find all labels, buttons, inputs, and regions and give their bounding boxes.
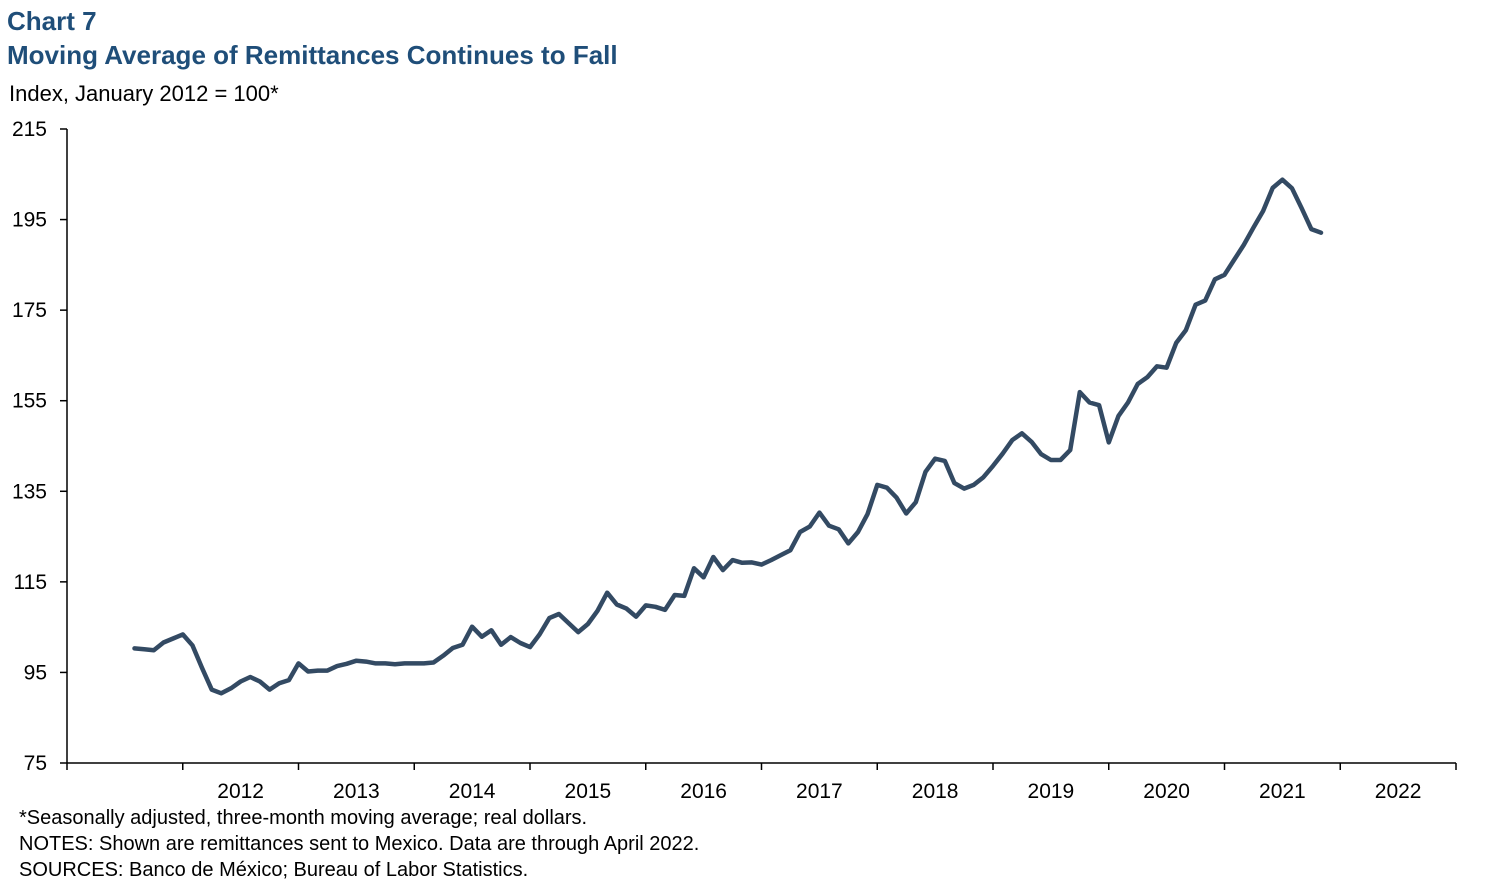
y-tick-label: 215 <box>12 118 47 141</box>
y-tick-label: 195 <box>12 209 47 232</box>
y-axis-unit-label: Index, January 2012 = 100* <box>9 81 279 106</box>
footnote-notes: NOTES: Shown are remittances sent to Mex… <box>19 833 700 855</box>
chart-number: Chart 7 <box>7 6 97 36</box>
y-tick-label: 95 <box>24 661 47 684</box>
footnote-asterisk: *Seasonally adjusted, three-month moving… <box>19 807 588 829</box>
x-tick-label: 2017 <box>796 780 843 803</box>
y-tick-label: 135 <box>12 480 47 503</box>
series-line <box>132 177 1324 696</box>
x-tick-label: 2016 <box>680 780 727 803</box>
x-tick-label: 2019 <box>1028 780 1075 803</box>
y-tick-label: 155 <box>12 390 47 413</box>
x-tick-label: 2015 <box>565 780 612 803</box>
footnote-sources: SOURCES: Banco de México; Bureau of Labo… <box>19 859 529 881</box>
y-tick-label: 75 <box>24 752 47 775</box>
x-tick-label: 2021 <box>1259 780 1306 803</box>
x-tick-label: 2014 <box>449 780 496 803</box>
x-tick-label: 2018 <box>912 780 959 803</box>
x-tick-label: 2022 <box>1375 780 1422 803</box>
y-tick-label: 175 <box>12 299 47 322</box>
chart-title: Moving Average of Remittances Continues … <box>7 40 618 70</box>
chart-series <box>132 177 1324 696</box>
chart-footnotes: *Seasonally adjusted, three-month moving… <box>19 805 699 883</box>
chart-axes <box>66 129 1456 764</box>
chart-ticks: 75 95 115 135 155 175 195 215 2012 2013 2014 2015 20… <box>12 118 1457 803</box>
x-tick-label: 2012 <box>217 780 264 803</box>
y-tick-label: 115 <box>14 571 47 594</box>
x-tick-label: 2013 <box>333 780 380 803</box>
x-tick-label: 2020 <box>1143 780 1190 803</box>
